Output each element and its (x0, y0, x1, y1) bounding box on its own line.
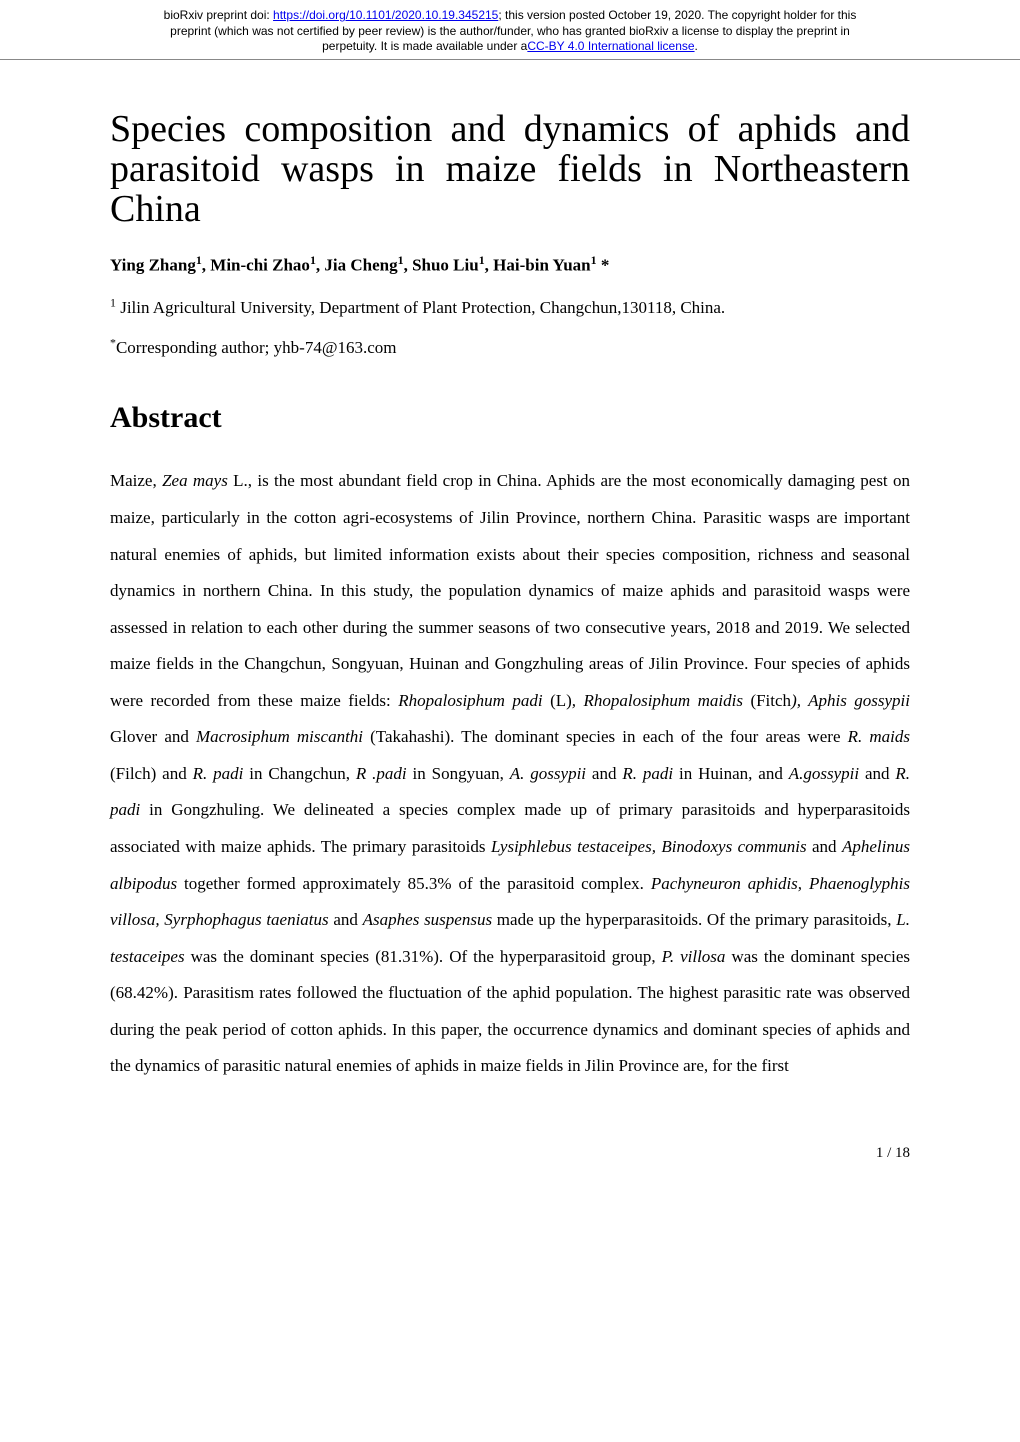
preprint-line2: preprint (which was not certified by pee… (170, 24, 850, 38)
preprint-line3-prefix: perpetuity. It is made available under a (322, 39, 527, 53)
affiliation: 1 Jilin Agricultural University, Departm… (110, 290, 910, 326)
corresponding-author: *Corresponding author; yhb-74@163.com (110, 330, 910, 366)
preprint-header: bioRxiv preprint doi: https://doi.org/10… (0, 0, 1020, 60)
page-number: 1 / 18 (0, 1125, 1020, 1192)
page-content: Species composition and dynamics of aphi… (0, 60, 1020, 1125)
abstract-body: Maize, Zea mays L., is the most abundant… (110, 463, 910, 1084)
preprint-line1-prefix: bioRxiv preprint doi: (164, 8, 273, 22)
preprint-line1-suffix: ; this version posted October 19, 2020. … (498, 8, 856, 22)
license-link[interactable]: CC-BY 4.0 International license (527, 39, 694, 53)
authors-line: Ying Zhang1, Min-chi Zhao1, Jia Cheng1, … (110, 253, 910, 276)
paper-title: Species composition and dynamics of aphi… (110, 110, 910, 230)
doi-link[interactable]: https://doi.org/10.1101/2020.10.19.34521… (273, 8, 498, 22)
preprint-line3-suffix: . (695, 39, 698, 53)
abstract-heading: Abstract (110, 401, 910, 435)
